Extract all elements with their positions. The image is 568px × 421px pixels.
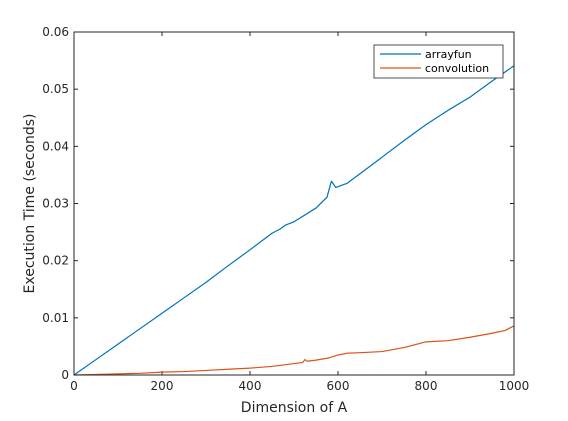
x-tick-label: 600 [327, 379, 350, 393]
x-tick-label: 1000 [499, 379, 530, 393]
y-tick-label: 0.06 [42, 25, 69, 39]
x-tick-label: 200 [151, 379, 174, 393]
legend: arrayfun convolution [373, 44, 504, 79]
y-tick-label: 0.05 [42, 82, 69, 96]
tick-labels: 0 200 400 600 800 1000 0 0.01 0.02 0.03 0.04 0.05 0.… [42, 25, 529, 393]
x-tick-label: 800 [415, 379, 438, 393]
x-tick-label: 0 [70, 379, 78, 393]
plot-area [74, 32, 514, 375]
y-tick-label: 0.02 [42, 254, 69, 268]
y-tick-label: 0 [61, 368, 69, 382]
y-tick-label: 0.01 [42, 311, 69, 325]
y-axis-label: Execution Time (seconds) [22, 113, 38, 293]
y-tick-label: 0.03 [42, 197, 69, 211]
series-line-convolution [73, 325, 515, 376]
axes-box [73, 31, 515, 376]
legend-box [373, 44, 504, 79]
x-tick-label: 400 [239, 379, 262, 393]
series-line-arrayfun [73, 65, 515, 376]
series-lines [73, 65, 515, 376]
legend-label-convolution: convolution [425, 62, 489, 75]
legend-label-arrayfun: arrayfun [425, 48, 472, 61]
y-tick-label: 0.04 [42, 139, 69, 153]
x-axis-label: Dimension of A [241, 400, 348, 416]
